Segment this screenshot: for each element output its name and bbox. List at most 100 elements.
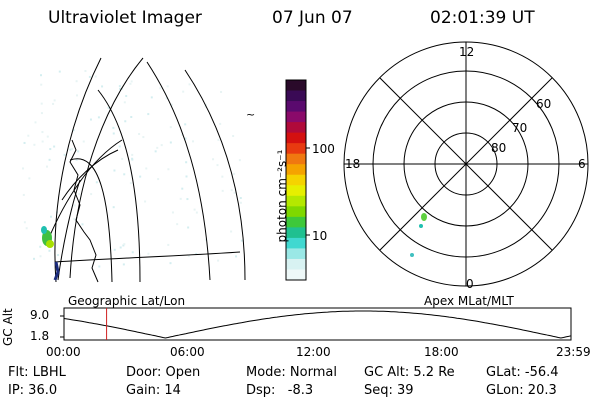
speckle xyxy=(107,106,110,109)
speckle xyxy=(232,134,235,137)
status-gain: Gain: 14 xyxy=(126,383,181,398)
aurora-spot xyxy=(410,253,414,257)
speckle xyxy=(78,193,81,196)
speckle xyxy=(41,140,44,143)
speckle xyxy=(239,201,242,204)
speckle xyxy=(123,101,126,104)
speckle xyxy=(142,136,145,139)
speckle xyxy=(184,123,187,126)
speckle xyxy=(72,129,75,132)
speckle xyxy=(219,122,222,125)
altitude-frame xyxy=(63,307,572,341)
speckle xyxy=(40,83,43,86)
speckle xyxy=(112,206,115,209)
speckle xyxy=(124,120,127,123)
speckle xyxy=(185,175,188,178)
speckle xyxy=(112,126,115,129)
speckle xyxy=(28,177,31,180)
speckle xyxy=(121,88,124,91)
geographic-map: ~ xyxy=(22,57,255,283)
colorbar-tick-label: 10 xyxy=(312,229,328,243)
polar-plot xyxy=(343,41,589,287)
speckle xyxy=(204,105,207,108)
speckle xyxy=(239,197,242,200)
speckle xyxy=(89,118,92,121)
speckle xyxy=(45,165,48,168)
speckle xyxy=(53,99,56,102)
speckle xyxy=(82,140,85,143)
speckle xyxy=(123,243,126,246)
speckle xyxy=(122,263,125,266)
colorbar-segment xyxy=(286,90,306,102)
meridian-line xyxy=(54,57,102,283)
speckle xyxy=(169,126,172,129)
status-mode: Mode: Normal xyxy=(246,365,337,380)
colorbar-segment xyxy=(286,80,306,92)
speckle xyxy=(46,135,49,138)
colorbar-segment xyxy=(286,101,306,113)
altitude-curve xyxy=(63,310,572,339)
aurora-spot xyxy=(419,224,423,228)
speckle xyxy=(221,175,224,178)
speckle xyxy=(69,148,72,151)
altitude-xtick: 23:59 xyxy=(556,345,591,359)
colorbar-tick-label: 100 xyxy=(312,142,335,156)
speckle xyxy=(94,75,97,78)
colorbar-label: photon cm⁻²s⁻¹ xyxy=(275,149,289,243)
colorbar-segment xyxy=(286,248,306,260)
speckle xyxy=(101,85,104,88)
speckle xyxy=(157,178,160,181)
speckle xyxy=(75,94,78,97)
mlt-label-12: 12 xyxy=(459,45,475,59)
speckle xyxy=(150,96,153,99)
speckle xyxy=(159,87,162,90)
status-filter: Flt: LBHL xyxy=(8,365,66,380)
speckle xyxy=(238,159,241,162)
latitude-line xyxy=(54,251,241,263)
speckle xyxy=(188,83,191,86)
speckle xyxy=(240,239,243,242)
speckle xyxy=(139,175,142,178)
speckle xyxy=(187,254,190,257)
speckle xyxy=(48,249,51,252)
speckle xyxy=(165,97,168,100)
speckle xyxy=(216,164,219,167)
colorbar-segment xyxy=(286,122,306,134)
colorbar-segment xyxy=(286,195,306,207)
speckle xyxy=(130,80,133,83)
speckle xyxy=(221,189,224,192)
colorbar-segment xyxy=(286,153,306,165)
speckle xyxy=(176,223,179,226)
speckle xyxy=(39,74,42,77)
status-gc-alt: GC Alt: 5.2 Re xyxy=(364,365,455,380)
speckle xyxy=(121,157,124,160)
speckle xyxy=(52,102,55,105)
speckle xyxy=(112,132,115,135)
speckle xyxy=(193,208,196,211)
speckle xyxy=(118,145,121,148)
speckle xyxy=(119,87,122,90)
speckle xyxy=(53,145,56,148)
coastline xyxy=(69,139,99,283)
speckle xyxy=(160,144,163,147)
speckle xyxy=(113,169,116,172)
colorbar-segment xyxy=(286,143,306,155)
speckle xyxy=(123,173,126,176)
status-door: Door: Open xyxy=(126,365,201,380)
colorbar-segment xyxy=(286,216,306,228)
speckle xyxy=(39,255,42,258)
speckle xyxy=(22,167,25,170)
date-label: 07 Jun 07 xyxy=(272,8,353,28)
colorbar-segment xyxy=(286,269,306,281)
speckle xyxy=(182,90,185,93)
mlt-label-0: 0 xyxy=(466,277,474,291)
speckle xyxy=(167,168,170,171)
colorbar-frame xyxy=(285,79,307,281)
meridian-line xyxy=(97,89,141,283)
status-ip: IP: 36.0 xyxy=(8,383,58,398)
colorbar-segment xyxy=(286,206,306,218)
status-glat: GLat: -56.4 xyxy=(486,365,559,380)
altitude-xtick: 06:00 xyxy=(170,345,205,359)
altitude-xtick: 00:00 xyxy=(46,345,81,359)
